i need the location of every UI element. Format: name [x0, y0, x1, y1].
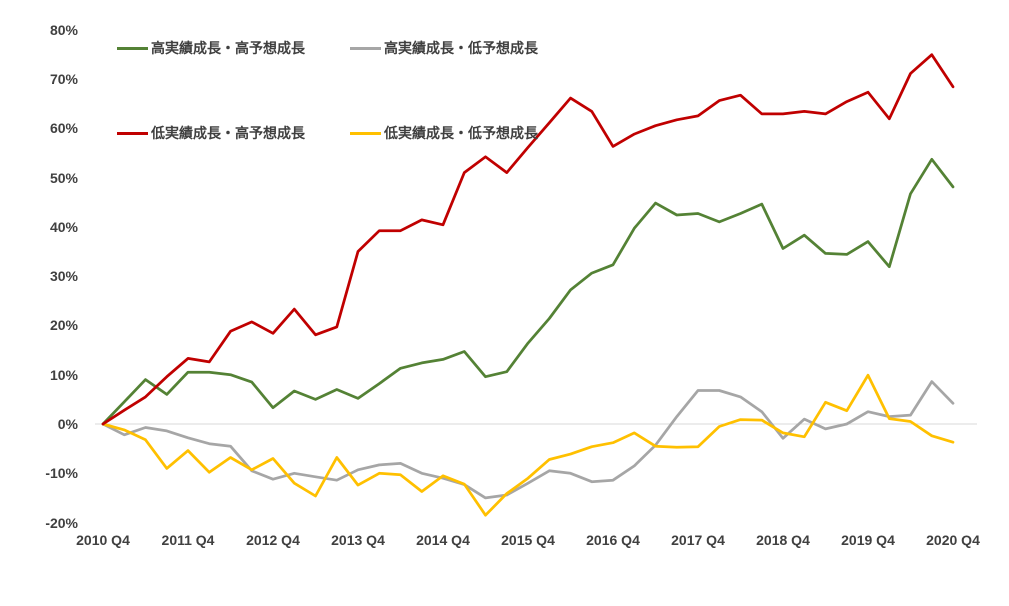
y-axis-tick-label: 80% — [49, 21, 78, 38]
y-axis-tick-label: 70% — [49, 70, 78, 87]
legend-label: 低実績成長・低予想成長 — [384, 125, 538, 141]
x-axis-tick-label: 2013 Q4 — [331, 532, 385, 548]
legend-item-3: 低実績成長・高予想成長 — [117, 123, 305, 143]
legend-line-swatch-icon — [350, 131, 381, 135]
series-line-low-actual-high-forecast — [101, 53, 955, 426]
x-axis-tick-label: 2011 Q4 — [161, 532, 215, 548]
legend-label: 高実績成長・低予想成長 — [384, 40, 538, 56]
y-axis-tick-label: -20% — [45, 514, 78, 531]
y-axis-tick-label: 60% — [49, 120, 78, 137]
y-axis-tick-label: 30% — [49, 268, 78, 285]
legend-line-swatch-icon — [117, 131, 148, 135]
series-line-high-actual-high-forecast — [101, 157, 955, 426]
y-axis-tick-label: 50% — [49, 169, 78, 186]
x-axis-tick-label: 2014 Q4 — [416, 532, 470, 548]
legend-label: 高実績成長・高予想成長 — [151, 40, 305, 56]
series-line-low-actual-low-forecast — [101, 373, 955, 517]
x-axis-tick-label: 2018 Q4 — [756, 532, 810, 548]
legend-item-4: 低実績成長・低予想成長 — [350, 123, 538, 143]
x-axis-tick-label: 2012 Q4 — [246, 532, 300, 548]
series-line-high-actual-low-forecast — [101, 380, 955, 500]
y-axis-tick-label: 10% — [49, 366, 78, 383]
x-axis-tick-label: 2020 Q4 — [926, 532, 980, 548]
legend-line-swatch-icon — [117, 46, 148, 50]
legend-label: 低実績成長・高予想成長 — [151, 125, 305, 141]
x-axis-tick-label: 2015 Q4 — [501, 532, 555, 548]
x-axis-tick-label: 2016 Q4 — [586, 532, 640, 548]
legend-item-1: 高実績成長・高予想成長 — [117, 38, 305, 58]
x-axis-tick-label: 2019 Q4 — [841, 532, 895, 548]
y-axis-tick-label: 20% — [49, 317, 78, 334]
y-axis-tick-label: 40% — [49, 218, 78, 235]
legend-item-2: 高実績成長・低予想成長 — [350, 38, 538, 58]
y-axis-tick-label: 0% — [57, 416, 78, 432]
legend-line-swatch-icon — [350, 46, 381, 50]
x-axis-tick-label: 2017 Q4 — [671, 532, 725, 548]
y-axis-tick-label: -10% — [45, 465, 78, 482]
x-axis-tick-label: 2010 Q4 — [76, 532, 130, 548]
